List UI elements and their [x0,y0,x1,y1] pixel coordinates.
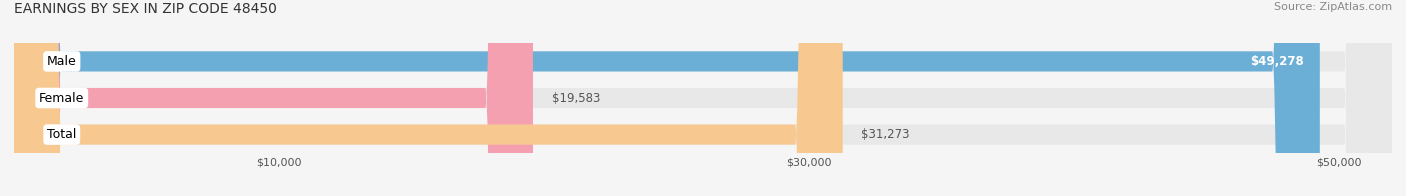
Text: EARNINGS BY SEX IN ZIP CODE 48450: EARNINGS BY SEX IN ZIP CODE 48450 [14,2,277,16]
Text: Female: Female [39,92,84,104]
FancyBboxPatch shape [14,0,842,196]
FancyBboxPatch shape [14,0,1392,196]
Text: Source: ZipAtlas.com: Source: ZipAtlas.com [1274,2,1392,12]
Text: $19,583: $19,583 [551,92,600,104]
FancyBboxPatch shape [14,0,1392,196]
FancyBboxPatch shape [14,0,1392,196]
Text: $49,278: $49,278 [1250,55,1303,68]
Text: Male: Male [46,55,77,68]
Text: Total: Total [46,128,76,141]
Text: $31,273: $31,273 [862,128,910,141]
FancyBboxPatch shape [14,0,533,196]
FancyBboxPatch shape [14,0,1320,196]
